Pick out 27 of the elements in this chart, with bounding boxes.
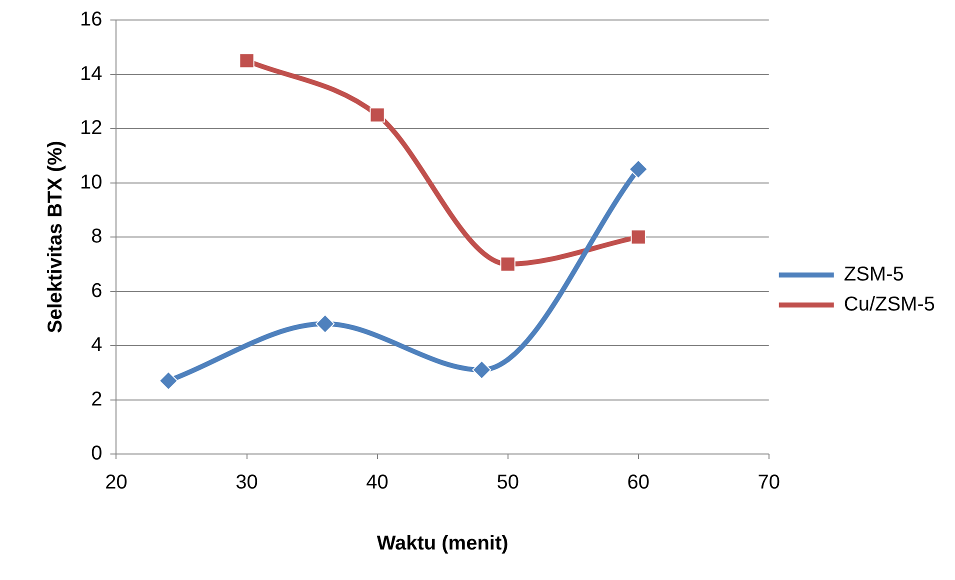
x-tick-label: 20: [105, 472, 128, 494]
y-tick-label: 0: [91, 442, 102, 465]
x-axis-title: Waktu (menit): [376, 532, 508, 555]
y-tick-label: 12: [80, 117, 102, 140]
y-tick-label: 10: [80, 171, 102, 194]
legend-label: Cu/ZSM-5: [844, 294, 935, 316]
point: [630, 229, 646, 245]
point: [316, 314, 335, 334]
y-axis-title: Selektivitas BTX (%): [44, 140, 67, 334]
y-tick-label: 6: [91, 280, 102, 302]
point: [370, 107, 385, 123]
point: [628, 160, 648, 179]
y-tick-label: 14: [80, 62, 102, 85]
y-tick-label: 16: [80, 8, 102, 31]
x-tick-label: 30: [236, 472, 258, 494]
y-tick-label: 8: [91, 226, 102, 248]
x-tick-label: 40: [366, 472, 388, 494]
x-tick-label: 60: [627, 472, 650, 494]
y-tick-label: 4: [91, 334, 102, 356]
x-tick-label: 50: [496, 472, 519, 494]
point: [472, 360, 492, 380]
y-tick-label: 2: [91, 388, 102, 410]
point: [239, 53, 254, 68]
x-tick-label: 70: [758, 472, 780, 494]
point: [500, 256, 516, 272]
legend-label: ZSM-5: [844, 264, 904, 286]
point: [158, 371, 178, 390]
